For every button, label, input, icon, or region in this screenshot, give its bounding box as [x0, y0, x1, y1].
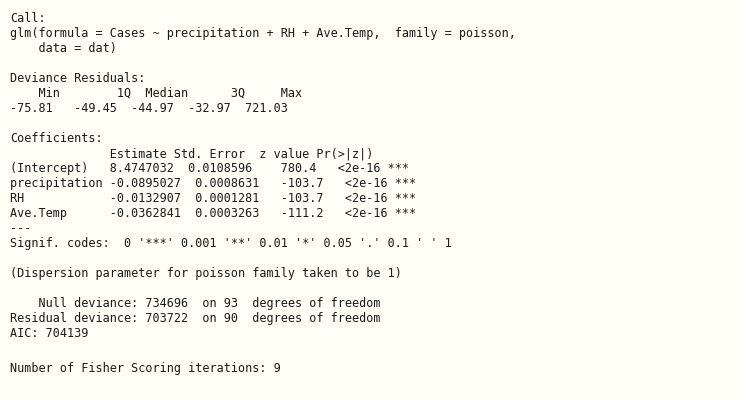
- Text: Call:: Call:: [10, 12, 46, 25]
- Text: data = dat): data = dat): [10, 42, 117, 55]
- Text: Coefficients:: Coefficients:: [10, 132, 102, 145]
- Text: Min        1Q  Median      3Q     Max: Min 1Q Median 3Q Max: [10, 87, 302, 100]
- Text: (Dispersion parameter for poisson family taken to be 1): (Dispersion parameter for poisson family…: [10, 267, 402, 280]
- Text: ---: ---: [10, 222, 31, 235]
- Text: Number of Fisher Scoring iterations: 9: Number of Fisher Scoring iterations: 9: [10, 362, 281, 375]
- Text: RH            -0.0132907  0.0001281   -103.7   <2e-16 ***: RH -0.0132907 0.0001281 -103.7 <2e-16 **…: [10, 192, 416, 205]
- Text: precipitation -0.0895027  0.0008631   -103.7   <2e-16 ***: precipitation -0.0895027 0.0008631 -103.…: [10, 177, 416, 190]
- Text: Signif. codes:  0 '***' 0.001 '**' 0.01 '*' 0.05 '.' 0.1 ' ' 1: Signif. codes: 0 '***' 0.001 '**' 0.01 '…: [10, 237, 452, 250]
- Text: AIC: 704139: AIC: 704139: [10, 327, 88, 340]
- Text: Estimate Std. Error  z value Pr(>|z|): Estimate Std. Error z value Pr(>|z|): [10, 147, 395, 160]
- Text: -75.81   -49.45  -44.97  -32.97  721.03: -75.81 -49.45 -44.97 -32.97 721.03: [10, 102, 288, 115]
- Text: Residual deviance: 703722  on 90  degrees of freedom: Residual deviance: 703722 on 90 degrees …: [10, 312, 380, 325]
- Text: glm(formula = Cases ~ precipitation + RH + Ave.Temp,  family = poisson,: glm(formula = Cases ~ precipitation + RH…: [10, 27, 516, 40]
- Text: Null deviance: 734696  on 93  degrees of freedom: Null deviance: 734696 on 93 degrees of f…: [10, 297, 380, 310]
- Text: Deviance Residuals:: Deviance Residuals:: [10, 72, 145, 85]
- Text: Ave.Temp      -0.0362841  0.0003263   -111.2   <2e-16 ***: Ave.Temp -0.0362841 0.0003263 -111.2 <2e…: [10, 207, 416, 220]
- Text: (Intercept)   8.4747032  0.0108596    780.4   <2e-16 ***: (Intercept) 8.4747032 0.0108596 780.4 <2…: [10, 162, 409, 175]
